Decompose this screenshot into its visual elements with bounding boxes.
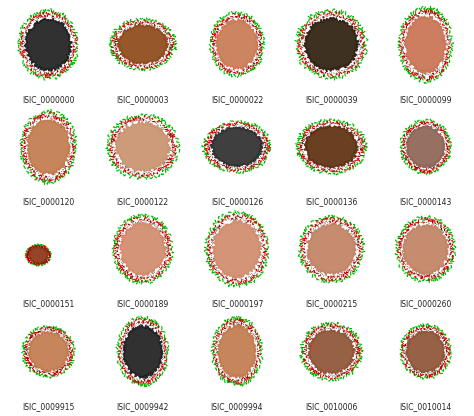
Text: ISIC_0000126: ISIC_0000126	[211, 197, 263, 206]
Polygon shape	[117, 24, 168, 64]
Text: ISIC_0000003: ISIC_0000003	[117, 95, 169, 104]
Polygon shape	[402, 225, 448, 275]
Polygon shape	[404, 16, 447, 74]
Text: ISIC_0000143: ISIC_0000143	[400, 197, 452, 206]
Polygon shape	[407, 126, 445, 168]
Polygon shape	[123, 325, 163, 379]
Polygon shape	[28, 332, 69, 372]
Text: ISIC_0000197: ISIC_0000197	[211, 300, 263, 309]
Polygon shape	[210, 127, 263, 167]
Polygon shape	[307, 223, 356, 275]
Text: ISIC_0000189: ISIC_0000189	[117, 300, 169, 309]
Polygon shape	[212, 220, 262, 279]
Text: ISIC_0010006: ISIC_0010006	[305, 402, 357, 411]
Polygon shape	[27, 119, 71, 175]
Text: ISIC_0009942: ISIC_0009942	[117, 402, 169, 411]
Polygon shape	[406, 330, 445, 372]
Text: ISIC_0010014: ISIC_0010014	[400, 402, 452, 411]
Polygon shape	[303, 17, 359, 71]
Polygon shape	[25, 18, 72, 71]
Polygon shape	[28, 247, 48, 263]
Text: ISIC_0000122: ISIC_0000122	[117, 197, 169, 206]
Text: ISIC_0009994: ISIC_0009994	[211, 402, 263, 411]
Text: ISIC_0000215: ISIC_0000215	[305, 300, 357, 309]
Text: ISIC_0000136: ISIC_0000136	[305, 197, 357, 206]
Text: ISIC_0000120: ISIC_0000120	[22, 197, 74, 206]
Text: ISIC_0000151: ISIC_0000151	[22, 300, 74, 309]
Text: ISIC_0000039: ISIC_0000039	[305, 95, 357, 104]
Text: ISIC_0009915: ISIC_0009915	[22, 402, 74, 411]
Text: ISIC_0000099: ISIC_0000099	[400, 95, 452, 104]
Polygon shape	[120, 223, 166, 276]
Text: ISIC_0000022: ISIC_0000022	[211, 95, 263, 104]
Polygon shape	[216, 20, 258, 69]
Polygon shape	[217, 324, 256, 378]
Polygon shape	[115, 121, 171, 172]
Text: ISIC_0000000: ISIC_0000000	[22, 95, 74, 104]
Polygon shape	[304, 125, 358, 168]
Polygon shape	[308, 329, 356, 374]
Text: ISIC_0000260: ISIC_0000260	[400, 300, 452, 309]
